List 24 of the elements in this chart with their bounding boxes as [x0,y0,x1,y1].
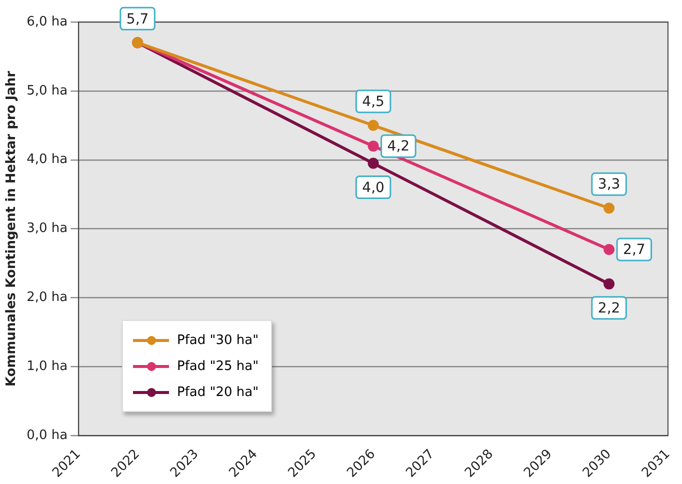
data-label: 4,2 [387,138,410,155]
y-tick-label: 6,0 ha [26,14,68,30]
data-label: 3,3 [598,176,620,193]
data-label: 4,5 [362,94,384,110]
data-label: 5,7 [126,11,149,28]
point [604,202,615,214]
point [604,278,615,290]
legend-label: Pfad "20 ha" [177,384,259,400]
y-tick-label: 0,0 ha [26,428,68,443]
y-tick-label: 1,0 ha [26,359,68,374]
point [368,140,379,152]
point [368,120,379,131]
legend-label: Pfad "25 ha" [177,358,259,374]
y-tick-label: 4,0 ha [26,152,68,168]
point [604,244,615,255]
y-tick-label: 2,0 ha [26,290,68,306]
y-tick-label: 5,0 ha [26,83,68,98]
y-tick-label: 3,0 ha [26,221,68,236]
point [368,158,379,169]
y-axis-title: Kommunales Kontingent in Hektar pro Jahr [4,70,20,387]
data-label: 4,0 [362,180,384,196]
data-label: 2,7 [623,242,646,258]
data-label: 2,2 [598,300,620,317]
legend-label: Pfad "30 ha" [177,332,259,348]
